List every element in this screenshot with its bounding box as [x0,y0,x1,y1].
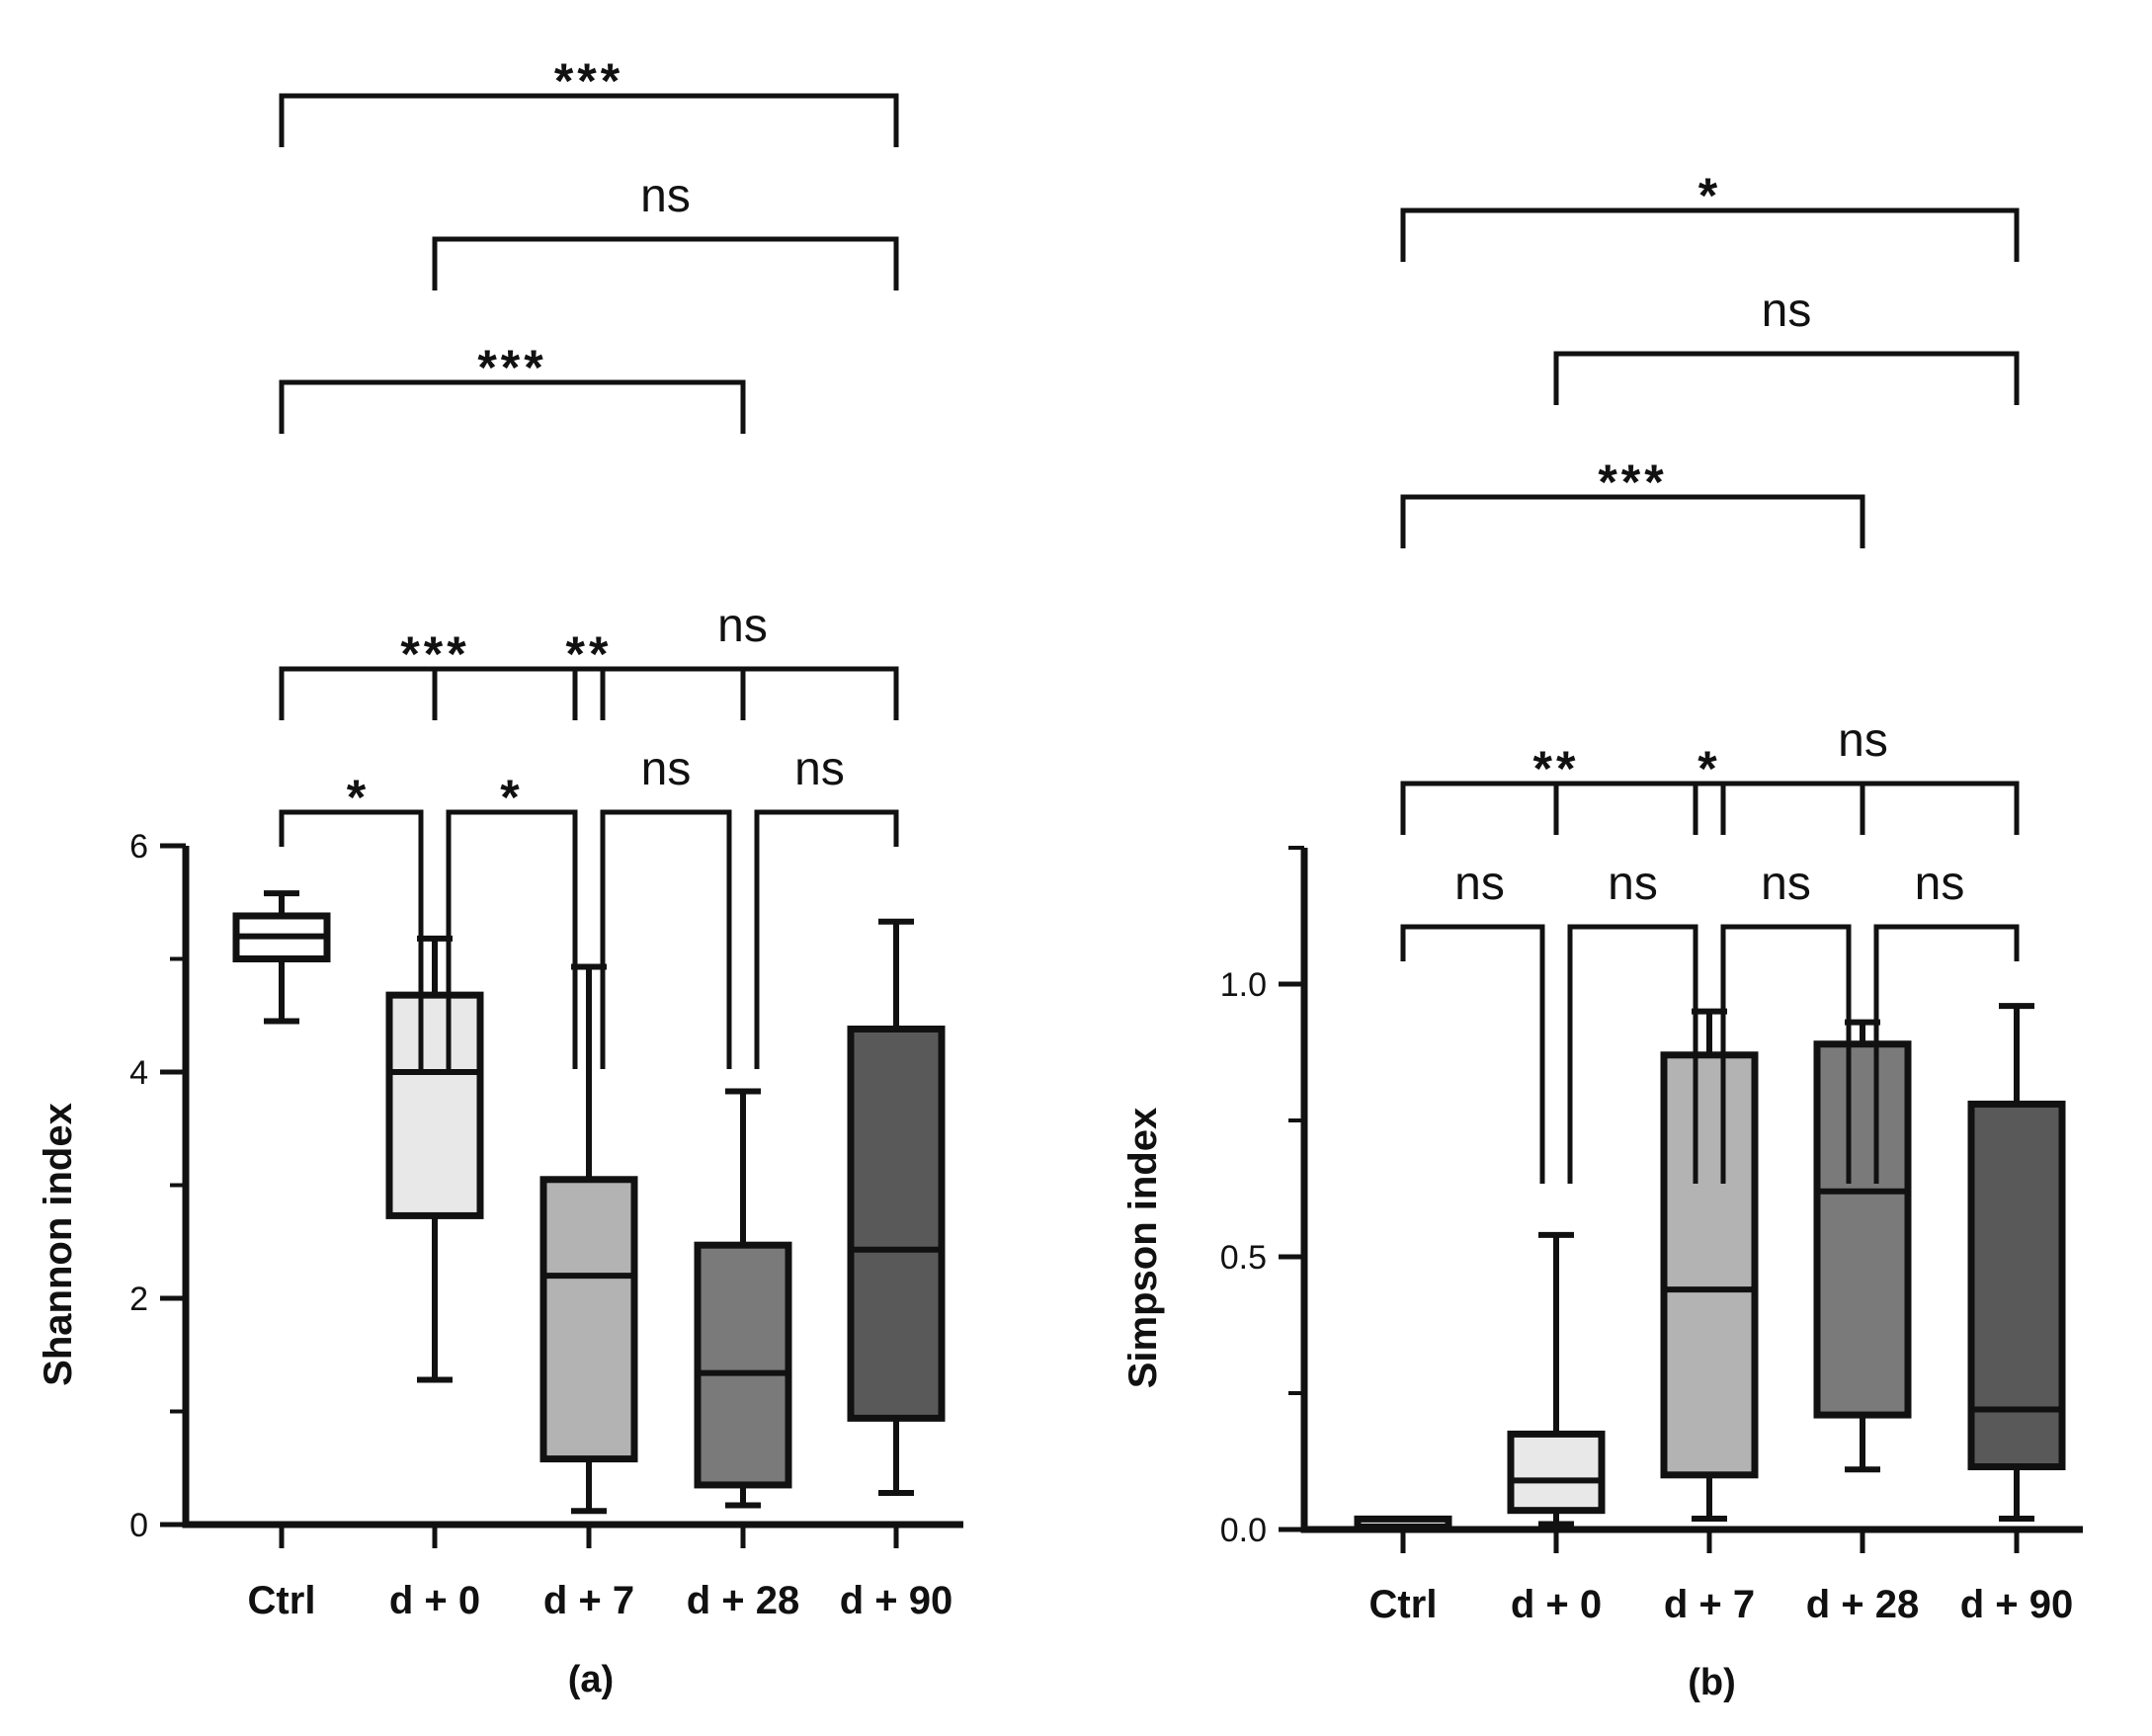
significance-label: ns [1762,285,1812,337]
panel-a-shannon-chart: 0 2 4 6 Shannon index Ctrl d + 0 d + 7 d + 28 d +… [37,53,963,1700]
significance-bracket [1720,924,1852,1184]
significance-label: ns [1838,714,1888,767]
y-tick-label: 4 [129,1054,148,1092]
significance-bracket [279,809,424,1069]
category-label: d + 0 [1511,1583,1602,1626]
panel-b-simpson-chart: 0.0 0.5 1.0 Simpson index Ctrl d + 0 d + 7 d + … [1121,168,2083,1703]
significance-bracket [600,666,899,720]
box-iqr [694,1241,792,1489]
significance-bracket [1873,924,2020,1184]
significance-bracket [1553,351,2020,405]
significance-label: * [1698,168,1721,223]
significance-label: ns [640,170,691,222]
category-label: d + 90 [840,1579,953,1622]
box-iqr [539,1176,638,1463]
significance-label: ns [641,743,692,795]
y-axis-title: Shannon index [37,1103,80,1386]
significance-label: *** [477,340,546,395]
y-tick-label: 6 [129,828,148,866]
category-label: d + 28 [1806,1583,1920,1626]
significance-bracket [432,236,899,290]
significance-label: ns [1915,858,1965,910]
significance-bracket [279,666,578,720]
category-label: d + 7 [543,1579,634,1622]
category-label: Ctrl [1369,1583,1438,1626]
significance-label: * [347,770,370,825]
significance-label: ns [1761,858,1811,910]
significance-label: ns [1608,858,1658,910]
category-label: d + 7 [1664,1583,1755,1626]
significance-label: ns [1454,858,1505,910]
box-iqr [1967,1100,2066,1471]
box-iqr [385,991,484,1219]
panel-label: (b) [1688,1662,1736,1703]
significance-bracket [279,93,899,147]
y-tick-label: 0.5 [1220,1239,1267,1277]
y-tick-label: 0.0 [1220,1512,1267,1549]
y-tick-label: 0 [129,1507,148,1544]
box-iqr [1507,1430,1606,1515]
box-iqr [847,1025,946,1422]
significance-bracket [279,379,746,434]
significance-bracket [600,809,732,1069]
y-tick-label: 1.0 [1220,966,1267,1004]
significance-bracket [754,809,899,1069]
significance-label: * [1697,741,1720,796]
y-axis-title: Simpson index [1121,1108,1165,1389]
significance-bracket [1567,924,1698,1184]
box-iqr [1813,1040,1912,1419]
box-iqr [1660,1051,1759,1479]
category-label: Ctrl [248,1579,316,1622]
category-label: d + 90 [1960,1583,2074,1626]
significance-label: ** [566,626,613,682]
category-label: d + 28 [687,1579,800,1622]
significance-label: *** [554,53,623,109]
significance-bracket [1400,924,1545,1184]
significance-bracket [1553,781,1865,835]
significance-label: ns [717,600,768,652]
significance-bracket [1400,494,1865,548]
y-tick-label: 2 [129,1281,148,1318]
box-iqr [1354,1515,1452,1530]
significance-bracket [1400,207,2020,262]
significance-label: ns [794,743,845,795]
significance-label: * [500,770,523,825]
significance-bracket [446,809,578,1069]
significance-bracket [1400,781,1698,835]
significance-bracket [432,666,746,720]
significance-label: *** [1598,455,1667,510]
category-label: d + 0 [389,1579,480,1622]
significance-bracket [1720,781,2020,835]
panel-label: (a) [568,1659,614,1700]
